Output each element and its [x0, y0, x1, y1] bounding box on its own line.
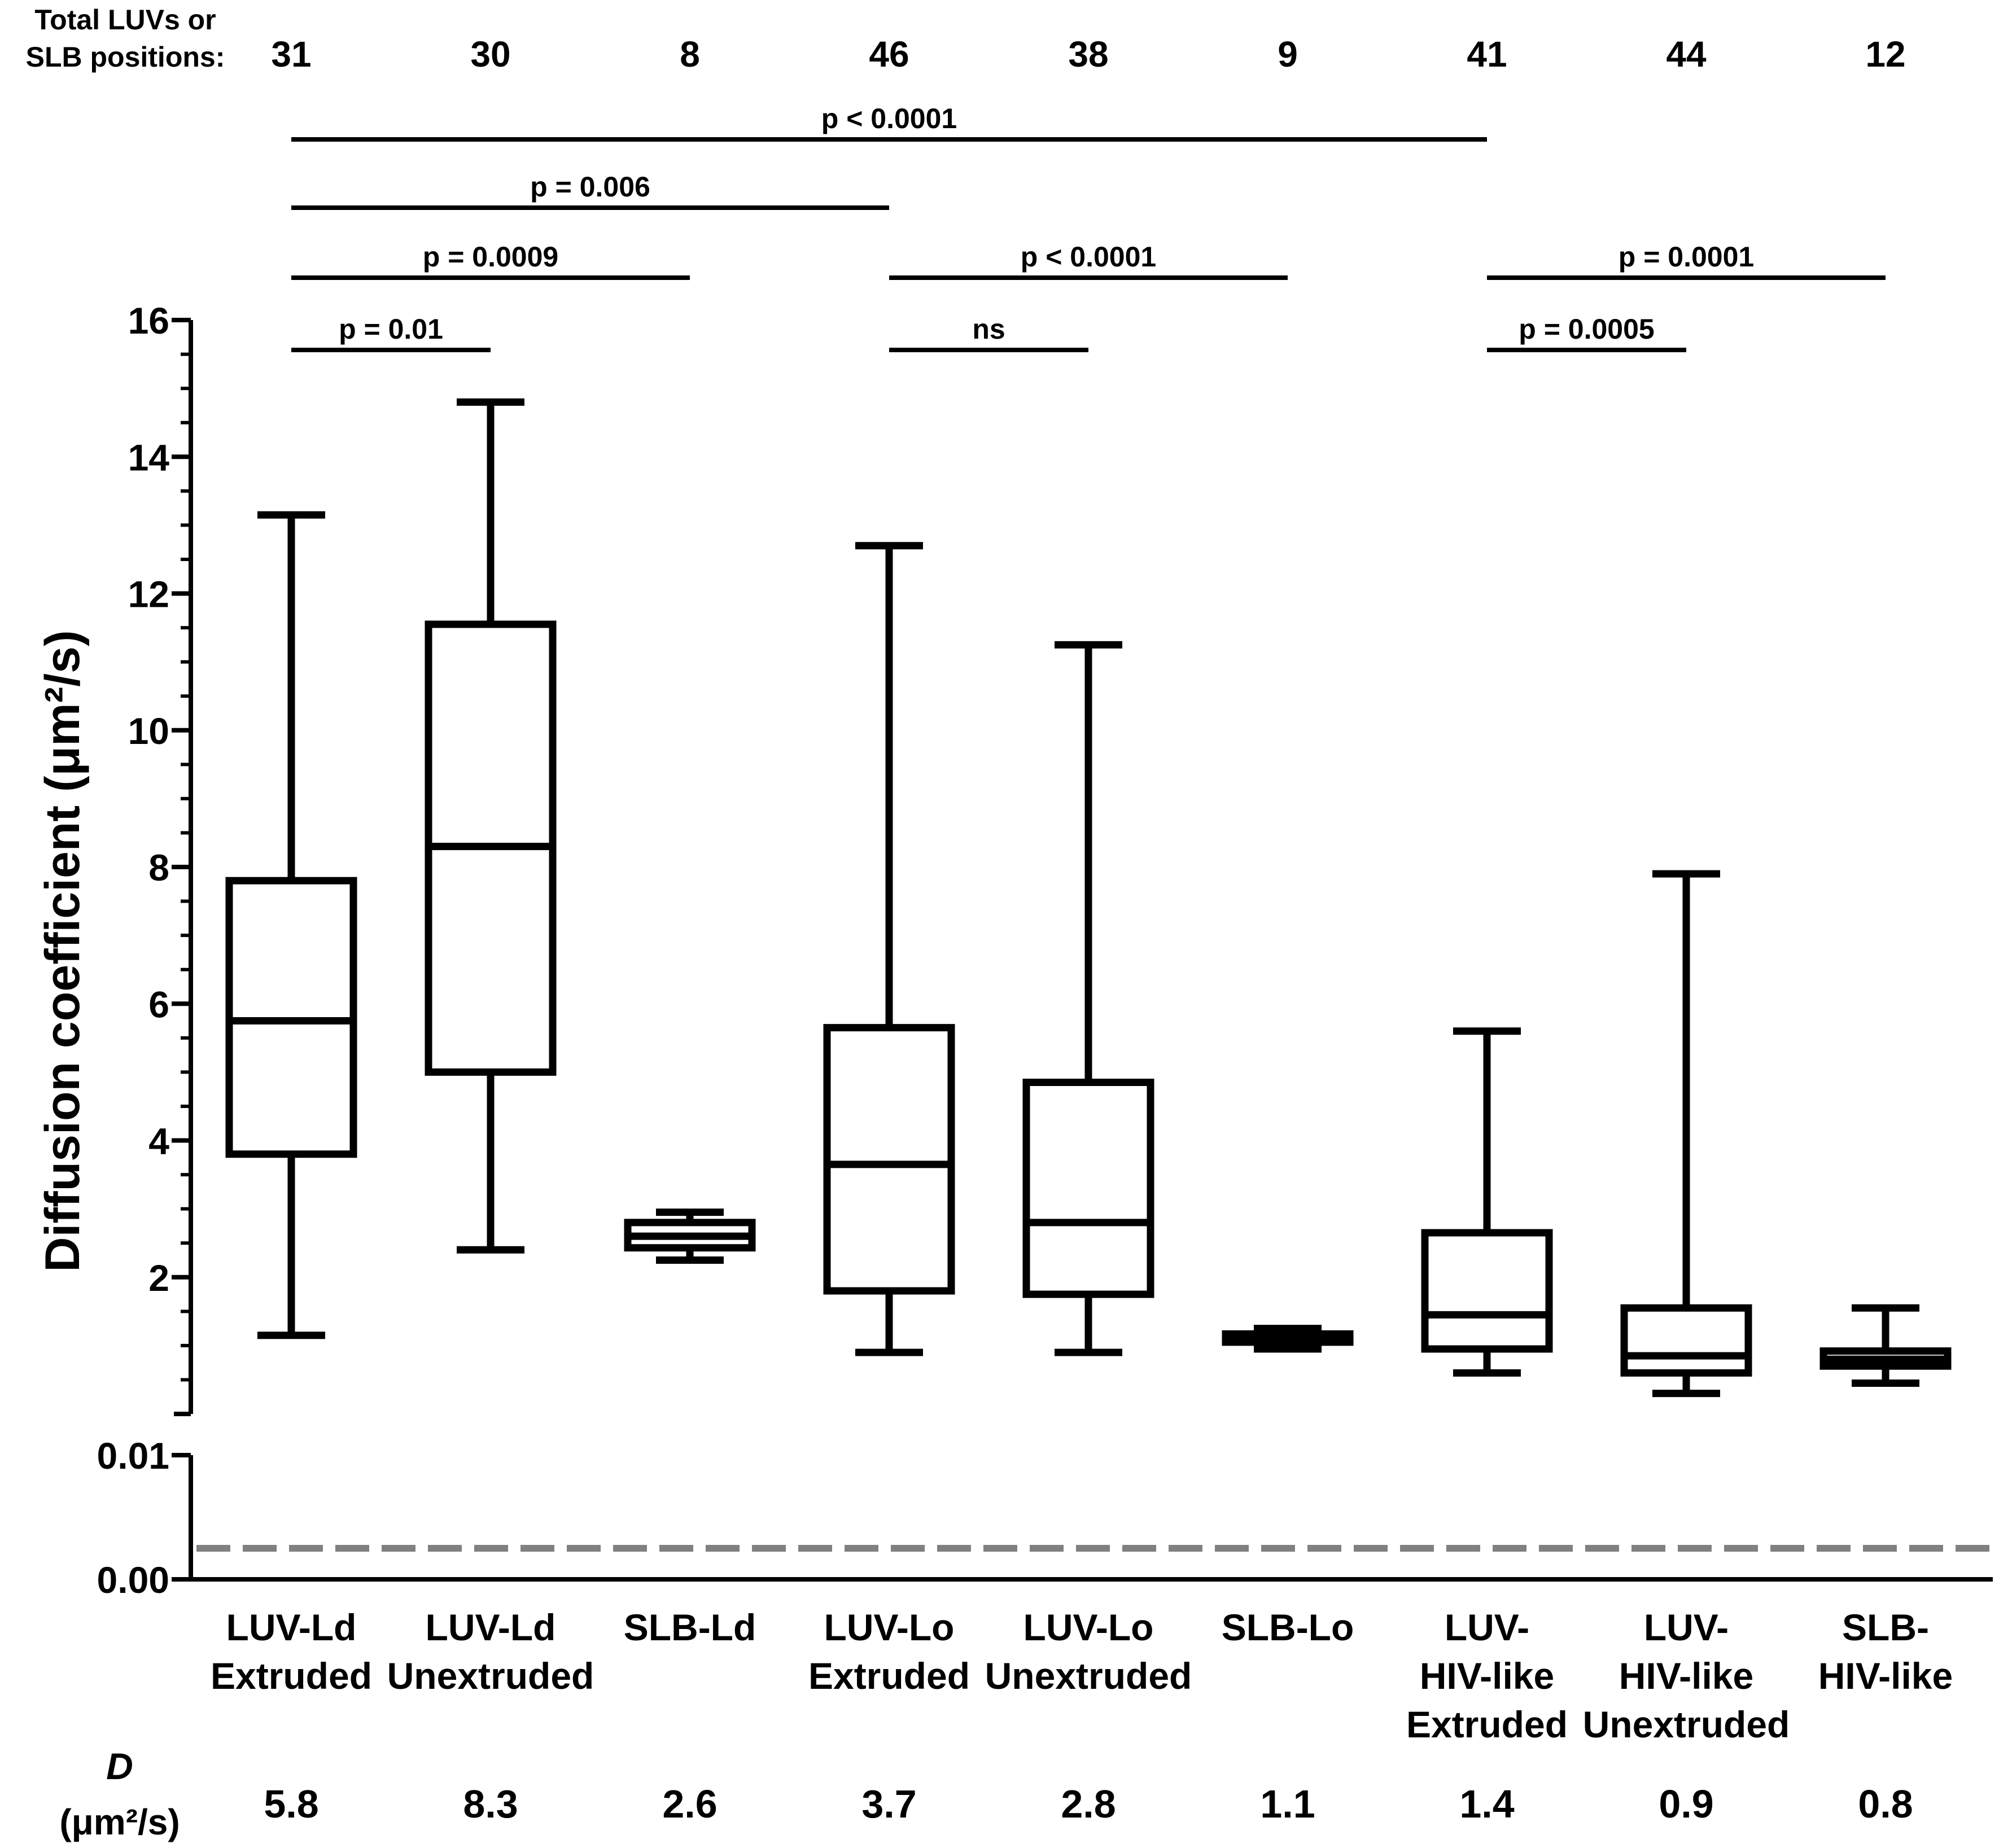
box-4 — [1022, 641, 1154, 1356]
d-value-0: 5.8 — [264, 1782, 318, 1826]
bracket-label-4: p < 0.0001 — [1021, 241, 1156, 273]
d-value-7: 0.9 — [1659, 1782, 1713, 1826]
d-value-3: 3.7 — [861, 1782, 916, 1826]
x-label-8-line-0: SLB- — [1842, 1606, 1929, 1648]
x-label-1-line-0: LUV-Ld — [426, 1606, 556, 1648]
box-6 — [1421, 1027, 1553, 1377]
x-label-6-line-2: Extruded — [1406, 1704, 1568, 1745]
box-2 — [624, 1208, 756, 1264]
d-value-8: 0.8 — [1858, 1782, 1913, 1826]
d-label: D — [106, 1745, 133, 1787]
y-tick-label-16: 16 — [128, 300, 169, 341]
x-label-6-line-0: LUV- — [1445, 1606, 1529, 1648]
bracket-label-1: p = 0.006 — [530, 171, 650, 203]
x-label-5-line-0: SLB-Lo — [1222, 1606, 1354, 1648]
bracket-label-2: p = 0.0009 — [423, 241, 558, 273]
box-7 — [1620, 870, 1752, 1398]
count-value-1: 30 — [470, 34, 510, 75]
box-3 — [823, 542, 955, 1356]
y-tick-label-14: 14 — [128, 436, 170, 478]
lower-tick-label-0: 0.01 — [97, 1435, 169, 1477]
counts-row: Total LUVs or SLB positions: 31 30 8 46 38 9 41 4… — [26, 4, 1906, 75]
bracket-label-6: p = 0.0001 — [1619, 241, 1754, 273]
iqr-box-6 — [1421, 1229, 1553, 1353]
x-label-4-line-0: LUV-Lo — [1023, 1606, 1154, 1648]
iqr-box-7 — [1620, 1304, 1752, 1377]
x-label-0-line-1: Extruded — [211, 1655, 372, 1697]
y-tick-label-4: 4 — [148, 1120, 169, 1162]
bracket-label-3: p = 0.01 — [339, 313, 443, 345]
d-value-6: 1.4 — [1459, 1782, 1514, 1826]
count-value-0: 31 — [271, 34, 311, 75]
d-value-4: 2.8 — [1061, 1782, 1116, 1826]
count-value-8: 12 — [1865, 34, 1905, 75]
significance-brackets: p < 0.0001 p = 0.006 p = 0.0009 p = 0.01 p <… — [291, 103, 1886, 352]
axes: 2 4 6 8 10 12 14 16 0.01 0.00 Diffusion coefficien… — [36, 300, 1993, 1601]
x-axis-category-labels: LUV-Ld Extruded LUV-Ld Unextruded SLB-Ld LUV-… — [211, 1606, 1953, 1745]
y-tick-label-10: 10 — [128, 710, 169, 752]
iqr-box-4 — [1022, 1079, 1154, 1298]
count-value-6: 41 — [1467, 34, 1507, 75]
y-tick-label-6: 6 — [148, 983, 169, 1025]
iqr-box-3 — [823, 1024, 955, 1295]
y-axis-title: Diffusion coefficient (μm²/s) — [36, 630, 90, 1272]
bracket-label-0: p < 0.0001 — [821, 103, 957, 134]
lower-tick-label-1: 0.00 — [97, 1559, 169, 1601]
count-value-2: 8 — [680, 34, 700, 75]
d-value-2: 2.6 — [662, 1782, 717, 1826]
x-label-0-line-0: LUV-Ld — [226, 1606, 357, 1648]
box-8 — [1819, 1304, 1952, 1387]
box-5 — [1222, 1325, 1354, 1353]
count-value-3: 46 — [869, 34, 909, 75]
x-label-3-line-0: LUV-Lo — [824, 1606, 955, 1648]
x-label-1-line-1: Unextruded — [387, 1655, 594, 1697]
bracket-label-5: ns — [972, 313, 1005, 345]
counts-label-line-1: Total LUVs or — [34, 4, 216, 36]
y-tick-label-8: 8 — [148, 847, 169, 888]
d-unit-label: (μm²/s) — [59, 1802, 180, 1842]
x-label-8-line-1: HIV-like — [1818, 1655, 1953, 1697]
count-value-5: 9 — [1278, 34, 1298, 75]
bracket-label-7: p = 0.0005 — [1519, 313, 1654, 345]
box-0 — [225, 511, 357, 1339]
d-value-1: 8.3 — [463, 1782, 518, 1826]
counts-label-line-2: SLB positions: — [26, 41, 225, 73]
y-tick-label-2: 2 — [148, 1257, 169, 1299]
x-label-7-line-2: Unextruded — [1583, 1704, 1790, 1745]
x-label-3-line-1: Extruded — [808, 1655, 970, 1697]
box-series — [225, 398, 1952, 1398]
x-label-2-line-0: SLB-Ld — [624, 1606, 756, 1648]
count-value-4: 38 — [1068, 34, 1108, 75]
d-values-row: D (μm²/s) 5.8 8.3 2.6 3.7 2.8 1.1 1.4 0.9 0.8 — [59, 1745, 1913, 1842]
box-1 — [425, 398, 557, 1254]
count-value-7: 44 — [1666, 34, 1707, 75]
y-tick-label-12: 12 — [128, 573, 169, 615]
x-label-4-line-1: Unextruded — [985, 1655, 1192, 1697]
x-label-7-line-1: HIV-like — [1619, 1655, 1753, 1697]
x-label-7-line-0: LUV- — [1644, 1606, 1729, 1648]
d-value-5: 1.1 — [1260, 1782, 1315, 1826]
x-label-6-line-1: HIV-like — [1420, 1655, 1554, 1697]
